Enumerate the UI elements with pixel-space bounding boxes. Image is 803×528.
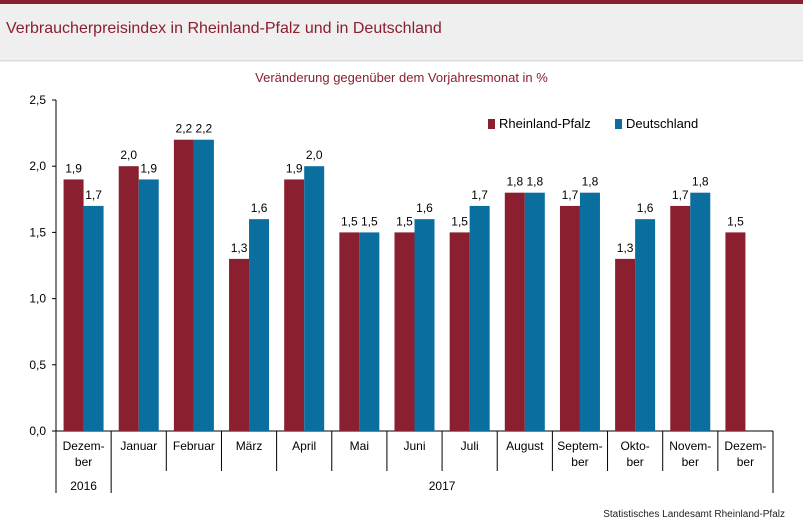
data-label: 2,0 <box>306 148 323 162</box>
data-label: 1,3 <box>231 241 248 255</box>
data-label: 1,6 <box>416 201 433 215</box>
x-tick-label: ber <box>682 455 699 469</box>
divider <box>0 60 803 61</box>
data-label: 1,5 <box>451 214 468 228</box>
bar-deutschland <box>83 205 104 431</box>
bar-rheinland-pfalz <box>449 232 470 431</box>
bar-rheinland-pfalz <box>559 205 580 431</box>
legend-label: Rheinland-Pfalz <box>499 116 591 131</box>
bar-deutschland <box>414 219 435 431</box>
y-tick-label: 2,0 <box>29 159 46 173</box>
top-accent-bar <box>0 0 803 4</box>
y-tick-label: 1,0 <box>29 292 46 306</box>
data-label: 2,2 <box>176 122 193 136</box>
bar-deutschland <box>359 232 380 431</box>
x-tick-label: Februar <box>173 439 215 453</box>
source-note: Statistisches Landesamt Rheinland-Pfalz <box>603 509 785 520</box>
x-tick-label: Okto- <box>620 439 649 453</box>
data-label: 1,9 <box>65 161 82 175</box>
bar-deutschland <box>690 192 711 431</box>
data-label: 1,8 <box>506 175 523 189</box>
data-label: 1,8 <box>526 175 543 189</box>
data-label: 1,5 <box>341 214 358 228</box>
x-tick-label: Novem- <box>669 439 711 453</box>
x-tick-label: August <box>506 439 544 453</box>
y-tick-label: 2,5 <box>29 93 46 107</box>
year-label: 2016 <box>70 479 97 493</box>
x-tick-label: März <box>236 439 263 453</box>
bar-deutschland <box>469 205 490 431</box>
x-tick-label: Dezem- <box>724 439 766 453</box>
data-label: 1,9 <box>286 161 303 175</box>
data-label: 1,9 <box>140 161 157 175</box>
bar-rheinland-pfalz <box>284 179 305 431</box>
legend-swatch <box>488 119 495 129</box>
y-tick-label: 1,5 <box>29 225 46 239</box>
bar-rheinland-pfalz <box>63 179 84 431</box>
data-label: 1,5 <box>727 214 744 228</box>
x-tick-label: Juli <box>461 439 479 453</box>
legend-label: Deutschland <box>626 116 698 131</box>
bar-deutschland <box>524 192 545 431</box>
bar-rheinland-pfalz <box>339 232 360 431</box>
data-label: 1,7 <box>672 188 689 202</box>
x-tick-label: Dezem- <box>63 439 105 453</box>
bar-rheinland-pfalz <box>670 205 691 431</box>
x-tick-label: ber <box>571 455 588 469</box>
data-label: 1,7 <box>562 188 579 202</box>
bar-rheinland-pfalz <box>615 258 636 431</box>
y-tick-label: 0,0 <box>29 424 46 438</box>
bar-deutschland <box>138 179 159 431</box>
x-tick-label: Septem- <box>557 439 602 453</box>
data-label: 1,7 <box>85 188 102 202</box>
data-label: 2,2 <box>196 122 213 136</box>
bar-rheinland-pfalz <box>173 139 194 431</box>
x-tick-label: Mai <box>350 439 369 453</box>
x-tick-label: ber <box>737 455 754 469</box>
data-label: 1,8 <box>692 175 709 189</box>
bar-deutschland <box>304 166 325 431</box>
x-tick-label: ber <box>626 455 643 469</box>
data-label: 1,6 <box>251 201 268 215</box>
bar-deutschland <box>635 219 656 431</box>
data-label: 1,5 <box>396 214 413 228</box>
x-tick-label: Januar <box>120 439 157 453</box>
page-title: Verbraucherpreisindex in Rheinland-Pfalz… <box>6 20 442 37</box>
x-tick-label: April <box>292 439 316 453</box>
bar-deutschland <box>249 219 270 431</box>
bar-rheinland-pfalz <box>229 258 250 431</box>
legend-swatch <box>615 119 622 129</box>
chart-title: Veränderung gegenüber dem Vorjahresmonat… <box>255 70 548 85</box>
bar-deutschland <box>193 139 214 431</box>
data-label: 1,7 <box>471 188 488 202</box>
data-label: 1,8 <box>582 175 599 189</box>
x-tick-label: Juni <box>403 439 425 453</box>
bar-rheinland-pfalz <box>504 192 525 431</box>
y-tick-label: 0,5 <box>29 358 46 372</box>
data-label: 1,5 <box>361 214 378 228</box>
x-tick-label: ber <box>75 455 92 469</box>
bar-rheinland-pfalz <box>118 166 139 431</box>
bar-deutschland <box>579 192 600 431</box>
bar-rheinland-pfalz <box>725 232 746 431</box>
bar-rheinland-pfalz <box>394 232 415 431</box>
data-label: 1,6 <box>637 201 654 215</box>
year-label: 2017 <box>429 479 456 493</box>
data-label: 2,0 <box>120 148 137 162</box>
data-label: 1,3 <box>617 241 634 255</box>
